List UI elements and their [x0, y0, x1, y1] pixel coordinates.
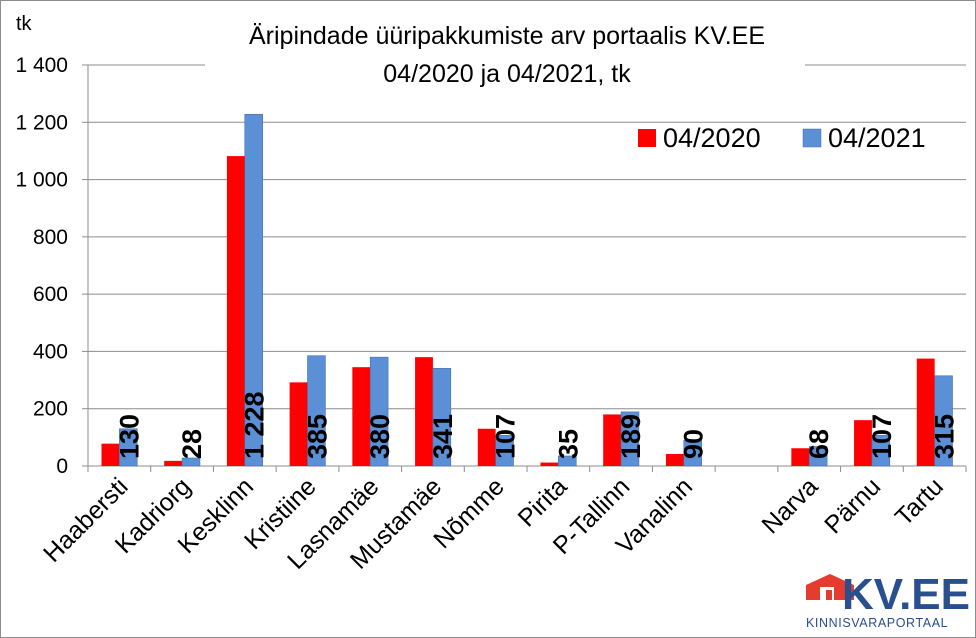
data-label-2021-8: 189: [616, 414, 646, 459]
x-tick-labels: HaaberstiKadriorgKesklinnKristiineLasnam…: [38, 472, 949, 574]
bar-2021-13: [934, 375, 953, 467]
chart-subtitle: 04/2020 ja 04/2021, tk: [383, 60, 631, 88]
bar-2021-0: [119, 428, 138, 467]
bar-2021-9: [683, 439, 702, 467]
data-label-2021-5: 341: [428, 414, 458, 459]
y-axis-unit-label: tk: [16, 13, 33, 35]
data-label-2021-13: 315: [930, 414, 960, 459]
y-tick-label: 0: [56, 455, 68, 478]
data-label-2021-4: 380: [365, 414, 395, 459]
x-tick-label: Tartu: [890, 472, 949, 531]
x-tick-label: Nõmme: [428, 472, 510, 554]
y-tick-label: 1 400: [15, 54, 68, 77]
y-tick-label: 600: [33, 283, 68, 306]
bar-2020-2: [226, 156, 245, 466]
legend-swatch-2021: [802, 128, 822, 148]
data-label-2021-6: 107: [491, 414, 521, 459]
data-label-2021-3: 385: [302, 414, 332, 459]
bar-2021-2: [244, 113, 263, 467]
title-background: [205, 8, 805, 98]
y-tick-label: 1 200: [15, 111, 68, 134]
data-label-2021-9: 90: [679, 429, 709, 459]
data-label-2021-2: 1 228: [240, 391, 270, 459]
y-tick-labels: 0 200 400 600 800 1 000 1 200 1 400: [15, 54, 68, 478]
x-tick-label: Narva: [757, 472, 824, 539]
bar-2021-12: [871, 435, 891, 467]
x-tick-label: Haabersti: [38, 472, 133, 567]
bar-2020-4: [352, 367, 371, 466]
gridlines: [88, 64, 966, 410]
bar-2021-7: [558, 455, 577, 467]
data-label-2021-12: 107: [867, 414, 897, 459]
y-tick-label: 1 000: [15, 169, 68, 192]
house-logo-icon: [806, 574, 854, 600]
bar-2021-4: [369, 356, 389, 467]
data-label-2021-11: 68: [804, 429, 834, 459]
bar-2020-12: [854, 420, 872, 466]
bar-2021-8: [620, 411, 640, 467]
kv-ee-logo: KV.EE KINNISVARAPORTAAL: [806, 570, 970, 630]
x-tick-label: Pärnu: [819, 472, 886, 539]
bar-2020-9: [665, 453, 684, 466]
bar-2021-1: [181, 457, 201, 467]
bar-2021-3: [307, 355, 326, 467]
data-labels: 130 28 1 228 385 380 341 107 35 189 90 68 107 315: [114, 391, 959, 459]
legend-swatch-2020: [638, 129, 656, 147]
bar-2020-5: [415, 357, 433, 466]
chart-title: Äripindade üüripakkumiste arv portaalis …: [249, 22, 765, 50]
bar-2021-5: [432, 368, 452, 467]
y-tick-label: 400: [33, 340, 68, 363]
logo-tagline: KINNISVARAPORTAAL: [806, 616, 948, 630]
y-tick-label: 200: [33, 398, 68, 421]
bar-2021-11: [808, 446, 828, 467]
data-label-2021-0: 130: [114, 414, 144, 459]
bars: [101, 113, 953, 467]
bar-2020-1: [164, 460, 183, 466]
legend-label-2021: 04/2021: [828, 123, 926, 153]
bar-2020-6: [477, 428, 496, 466]
bar-2020-11: [791, 448, 810, 466]
logo-name: KV.EE: [842, 570, 970, 619]
bar-2020-8: [603, 414, 622, 466]
bar-2020-13: [916, 358, 935, 466]
data-label-2021-7: 35: [553, 429, 583, 459]
bar-2020-0: [101, 443, 120, 466]
bar-2021-6: [495, 435, 514, 467]
legend: 04/2020 04/2021: [638, 123, 926, 153]
bar-2020-3: [289, 382, 308, 466]
y-tick-label: 800: [33, 226, 68, 249]
bar-2020-7: [540, 462, 559, 466]
legend-label-2020: 04/2020: [663, 123, 761, 153]
data-label-2021-1: 28: [177, 429, 207, 459]
